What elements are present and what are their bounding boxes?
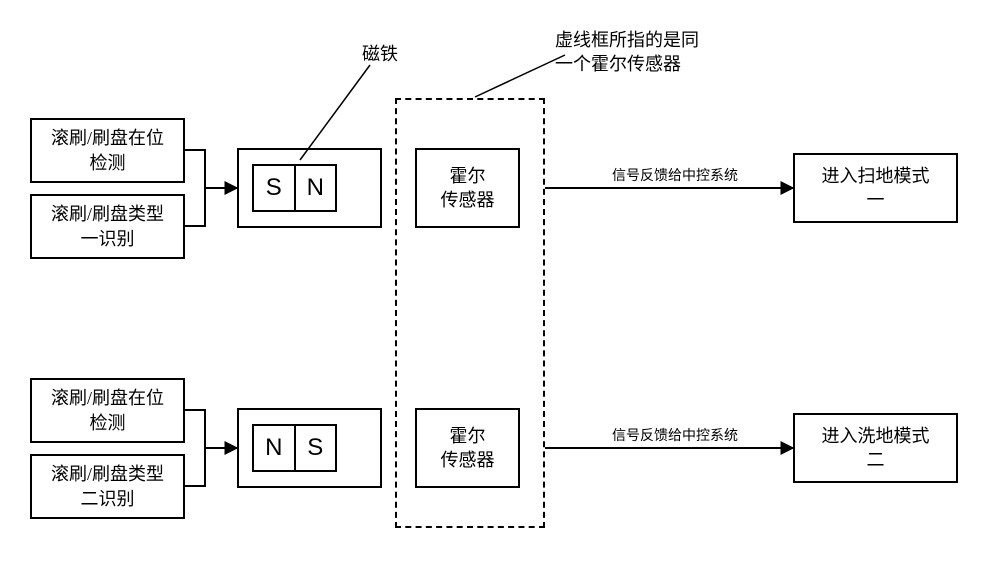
row2-hall-line1: 霍尔 [450, 426, 486, 446]
row2-input2-line2: 二识别 [80, 489, 134, 509]
row2-input1-line1: 滚刷/刷盘在位 [51, 388, 164, 408]
row1-hall-line1: 霍尔 [450, 166, 486, 186]
row1-input-presence-detect: 滚刷/刷盘在位 检测 [30, 118, 185, 183]
row1-input-type1-identify: 滚刷/刷盘类型 一识别 [30, 194, 185, 259]
dashed-note-line1: 虚线框所指的是同 [555, 30, 699, 50]
diagram-canvas: 磁铁 虚线框所指的是同 一个霍尔传感器 滚刷/刷盘在位 检测 滚刷/刷盘类型 一… [0, 0, 1000, 572]
row2-magnet-pole-right: S [296, 426, 336, 470]
row2-input2-line1: 滚刷/刷盘类型 [51, 464, 164, 484]
row2-input1-line2: 检测 [89, 413, 125, 433]
row1-feedback-label: 信号反馈给中控系统 [575, 168, 775, 187]
row1-mode-line1: 进入扫地模式 [822, 166, 930, 186]
row1-magnet: S N [252, 164, 337, 212]
row2-input-type2-identify: 滚刷/刷盘类型 二识别 [30, 454, 185, 519]
row2-mode-line1: 进入洗地模式 [822, 426, 930, 446]
row2-magnet: N S [252, 424, 337, 472]
row2-input-presence-detect: 滚刷/刷盘在位 检测 [30, 378, 185, 443]
row1-input2-line2: 一识别 [80, 229, 134, 249]
row2-hall-sensor: 霍尔 传感器 [415, 408, 520, 488]
row1-input1-line2: 检测 [89, 153, 125, 173]
row2-feedback-label: 信号反馈给中控系统 [575, 428, 775, 447]
row2-wash-mode: 进入洗地模式 二 [793, 413, 958, 483]
row2-hall-line2: 传感器 [441, 450, 495, 470]
row1-magnet-pole-right: N [296, 166, 336, 210]
row2-mode-line2: 二 [867, 450, 885, 470]
row1-magnet-pole-left: S [254, 166, 294, 210]
row1-mode-line2: 一 [867, 190, 885, 210]
magnet-label: 磁铁 [350, 42, 410, 66]
row2-magnet-pole-left: N [254, 426, 294, 470]
row1-hall-sensor: 霍尔 传感器 [415, 148, 520, 228]
row1-input2-line1: 滚刷/刷盘类型 [51, 204, 164, 224]
row1-hall-line2: 传感器 [441, 190, 495, 210]
row1-sweep-mode: 进入扫地模式 一 [793, 153, 958, 223]
row1-input1-line1: 滚刷/刷盘在位 [51, 128, 164, 148]
dashed-note-line2: 一个霍尔传感器 [555, 54, 681, 74]
dashed-box-note: 虚线框所指的是同 一个霍尔传感器 [555, 28, 775, 77]
